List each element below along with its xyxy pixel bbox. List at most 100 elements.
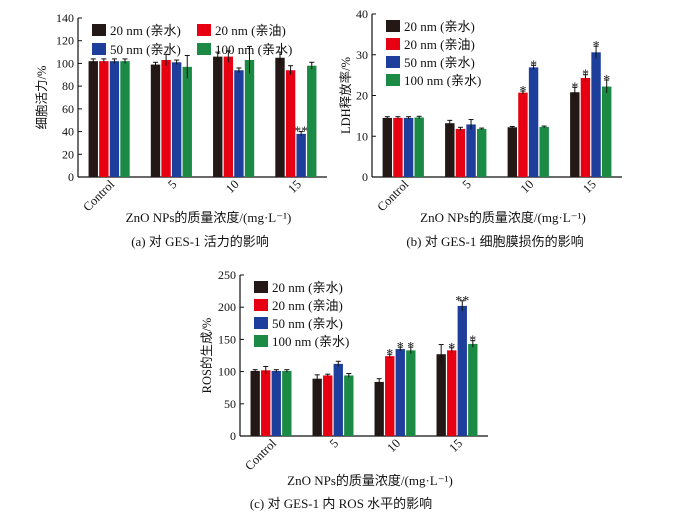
x-tick-label: 15	[580, 177, 599, 196]
bar	[455, 128, 466, 177]
y-tick-label: 40	[62, 125, 74, 139]
legend-label: 100 nm (亲水)	[215, 42, 292, 57]
legend-swatch	[386, 74, 400, 86]
legend-label: 20 nm (亲水)	[272, 280, 343, 295]
bar	[223, 56, 234, 177]
bar	[601, 86, 612, 177]
legend-label: 50 nm (亲水)	[110, 42, 181, 57]
bar	[393, 117, 403, 177]
y-axis-label: 细胞活力/%	[35, 66, 49, 130]
bar	[323, 375, 333, 436]
significance-mark: *	[448, 341, 455, 356]
bar	[580, 77, 591, 177]
x-tick-label: Control	[374, 177, 411, 214]
x-axis-label: ZnO NPs的质量浓度/(mg·L⁻¹)	[420, 210, 586, 225]
x-tick-label: Control	[80, 177, 117, 214]
legend-label: 20 nm (亲水)	[404, 19, 475, 34]
bar	[476, 128, 487, 177]
x-tick-label: Control	[242, 436, 279, 473]
bar	[382, 117, 393, 177]
bar	[285, 70, 296, 177]
bar	[518, 92, 528, 177]
legend-swatch	[254, 281, 268, 293]
bar	[385, 356, 395, 436]
y-tick-label: 250	[218, 268, 236, 282]
legend-swatch	[386, 20, 400, 32]
x-tick-label: 10	[518, 177, 537, 196]
legend-swatch	[386, 38, 400, 50]
bar	[528, 67, 539, 177]
legend: 20 nm (亲水) 20 nm (亲油) 50 nm (亲水) 100 nm (亲水…	[386, 19, 481, 88]
bar	[312, 378, 322, 436]
bar	[161, 60, 171, 178]
bar	[507, 127, 518, 177]
y-tick-label: 20	[356, 89, 368, 103]
bar	[333, 363, 343, 436]
y-tick-label: 10	[356, 129, 368, 143]
significance-mark: *	[469, 334, 476, 349]
x-tick-label: 10	[223, 177, 242, 196]
bar	[457, 305, 467, 436]
legend-swatch	[386, 56, 400, 68]
significance-mark: *	[593, 39, 600, 54]
x-tick-label: 10	[384, 436, 403, 455]
bar	[120, 61, 130, 177]
legend-label: 50 nm (亲水)	[272, 316, 343, 331]
y-tick-label: 30	[356, 48, 368, 62]
bar	[99, 61, 109, 177]
bar	[344, 375, 354, 436]
y-tick-label: 100	[56, 56, 74, 70]
y-tick-label: 40	[356, 7, 368, 21]
y-tick-label: 0	[68, 170, 74, 184]
y-tick-label: 50	[224, 397, 236, 411]
bar	[414, 117, 424, 177]
bar	[250, 370, 260, 436]
figure-caption: (c) 对 GES-1 内 ROS 水平的影响	[250, 496, 432, 511]
y-axis-label: LDH释放率/%	[338, 57, 353, 134]
bar	[234, 70, 244, 177]
x-tick-label: 15	[446, 436, 465, 455]
bar	[436, 354, 446, 436]
x-axis-label: ZnO NPs的质量浓度/(mg·L⁻¹)	[126, 210, 292, 225]
y-tick-label: 140	[56, 11, 74, 25]
bar	[275, 57, 285, 177]
significance-mark: **	[294, 125, 308, 140]
x-tick-label: 5	[327, 436, 341, 450]
legend-label: 20 nm (亲水)	[110, 23, 181, 38]
significance-mark: *	[530, 58, 537, 73]
chart-panel-1: 0 10 20 30 40 LDH释放率/% Control 5 * * 10 * * * * 15 ZnO N…	[338, 7, 622, 249]
y-tick-label: 150	[218, 332, 236, 346]
significance-mark: *	[386, 347, 393, 362]
x-tick-label: 5	[460, 177, 474, 191]
legend-swatch	[197, 24, 211, 36]
bar	[403, 117, 414, 177]
bar	[182, 66, 192, 177]
y-tick-label: 80	[62, 79, 74, 93]
legend-label: 20 nm (亲油)	[404, 37, 475, 52]
legend-label: 100 nm (亲水)	[272, 334, 349, 349]
x-axis-label: ZnO NPs的质量浓度/(mg·L⁻¹)	[287, 473, 453, 488]
bar	[244, 60, 255, 178]
y-tick-label: 120	[56, 34, 74, 48]
legend-swatch	[92, 43, 106, 55]
legend-label: 50 nm (亲水)	[404, 55, 475, 70]
bar	[307, 65, 317, 177]
legend-swatch	[197, 43, 211, 55]
y-tick-label: 0	[362, 170, 368, 184]
figure-caption: (a) 对 GES-1 活力的影响	[131, 234, 269, 249]
bar	[591, 52, 601, 177]
legend-label: 20 nm (亲油)	[215, 23, 286, 38]
bar	[539, 126, 549, 177]
bar	[570, 92, 580, 177]
bar	[171, 62, 182, 177]
bar	[109, 61, 120, 177]
bar	[150, 64, 161, 177]
significance-mark: *	[397, 340, 404, 355]
y-tick-label: 60	[62, 102, 74, 116]
bar	[296, 133, 306, 177]
y-axis-label: ROS的生成/%	[199, 318, 214, 394]
legend-swatch	[254, 299, 268, 311]
legend: 20 nm (亲水) 20 nm (亲油) 50 nm (亲水) 100 nm (亲水…	[254, 280, 349, 349]
bar	[466, 124, 476, 177]
